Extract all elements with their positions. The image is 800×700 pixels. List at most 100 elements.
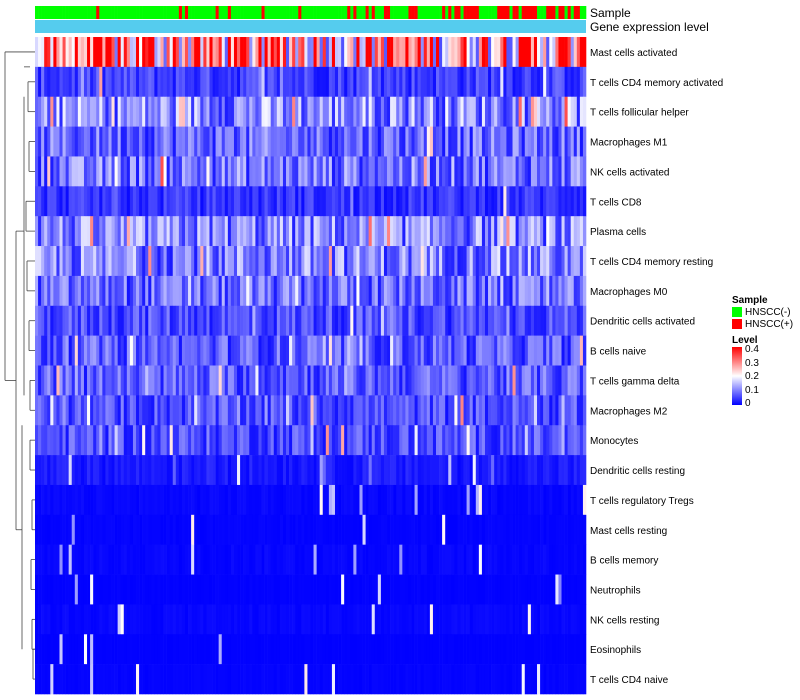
heatmap-cell xyxy=(506,335,510,366)
heatmap-cell xyxy=(527,484,532,516)
heatmap-cell xyxy=(200,455,204,486)
heatmap-cell xyxy=(218,186,223,217)
heatmap-cell xyxy=(537,484,541,516)
heatmap-cell xyxy=(377,455,382,486)
heatmap-cell xyxy=(68,514,73,545)
heatmap-cell xyxy=(148,484,152,516)
heatmap-cell xyxy=(267,305,272,336)
legend-item-hnscc-pos: HNSCC(+) xyxy=(732,318,793,330)
heatmap-cell xyxy=(573,365,578,396)
heatmap-cell xyxy=(163,126,167,157)
heatmap-cell xyxy=(218,604,223,635)
heatmap-cell xyxy=(377,96,382,127)
heatmap-cell xyxy=(175,37,180,68)
heatmap-cell xyxy=(175,246,180,277)
sample-annotation-cell xyxy=(457,6,461,19)
heatmap-cell xyxy=(451,275,455,307)
heatmap-cell xyxy=(310,96,314,127)
heatmap-cell xyxy=(252,484,256,516)
heatmap-cell xyxy=(261,425,265,456)
heatmap-cell xyxy=(267,664,272,695)
heatmap-cell xyxy=(56,96,60,127)
heatmap-cell xyxy=(261,37,265,68)
heatmap-cell xyxy=(310,37,314,68)
heatmap-cell xyxy=(304,305,308,336)
heatmap-cell xyxy=(136,604,140,635)
heatmap-cell xyxy=(139,455,143,486)
heatmap-cell xyxy=(472,96,477,127)
heatmap-cell xyxy=(319,126,324,157)
heatmap-cell xyxy=(463,634,467,665)
heatmap-cell xyxy=(279,425,284,456)
heatmap-cell xyxy=(500,37,504,68)
heatmap-cell xyxy=(481,664,486,695)
heatmap-cell xyxy=(469,66,474,98)
heatmap-cell xyxy=(273,96,278,127)
heatmap-cell xyxy=(319,455,324,486)
heatmap-cell xyxy=(377,186,382,217)
heatmap-cell xyxy=(87,514,91,545)
heatmap-cell xyxy=(399,425,403,456)
heatmap-cell xyxy=(114,365,118,396)
heatmap-cell xyxy=(350,395,354,426)
heatmap-cell xyxy=(356,574,360,605)
sample-annotation-cell xyxy=(108,6,112,19)
heatmap-cell xyxy=(129,425,134,456)
heatmap-cell xyxy=(396,425,400,456)
heatmap-cell xyxy=(295,126,299,157)
heatmap-cell xyxy=(362,455,366,486)
heatmap-cell xyxy=(564,425,568,456)
heatmap-cell xyxy=(175,514,180,545)
heatmap-cell xyxy=(166,604,170,635)
heatmap-cell xyxy=(132,126,137,157)
heatmap-cell xyxy=(579,634,584,665)
heatmap-cell xyxy=(136,574,140,605)
heatmap-cell xyxy=(515,604,519,635)
heatmap-cell xyxy=(408,246,412,277)
heatmap-cell xyxy=(136,455,140,486)
heatmap-cell xyxy=(402,365,406,396)
heatmap-cell xyxy=(227,66,232,98)
heatmap-cell xyxy=(292,604,296,635)
heatmap-cell xyxy=(387,634,391,665)
heatmap-cell xyxy=(436,455,440,486)
heatmap-cell xyxy=(399,455,403,486)
heatmap-cell xyxy=(491,305,495,336)
heatmap-cell xyxy=(341,455,345,486)
heatmap-cell xyxy=(497,664,501,695)
heatmap-cell xyxy=(279,634,284,665)
heatmap-cell xyxy=(62,246,66,277)
heatmap-cell xyxy=(506,604,510,635)
heatmap-cell xyxy=(41,664,45,695)
heatmap-cell xyxy=(310,246,314,277)
heatmap-cell xyxy=(527,37,532,68)
heatmap-cell xyxy=(488,96,492,127)
heatmap-cell xyxy=(338,156,342,187)
heatmap-cell xyxy=(322,514,327,545)
heatmap-cell xyxy=(481,126,486,157)
legend-item-hnscc-neg: HNSCC(-) xyxy=(732,306,793,318)
sample-annotation-cell xyxy=(160,6,164,19)
heatmap-cell xyxy=(304,186,308,217)
heatmap-cell xyxy=(142,37,146,68)
heatmap-cell xyxy=(500,514,504,545)
heatmap-cell xyxy=(145,96,149,127)
heatmap-cell xyxy=(175,634,180,665)
heatmap-cell xyxy=(41,216,45,247)
heatmap-cell xyxy=(423,305,428,336)
heatmap-cell xyxy=(240,484,244,516)
heatmap-cell xyxy=(191,275,195,307)
heatmap-cell xyxy=(93,305,97,336)
heatmap-cell xyxy=(414,335,418,366)
heatmap-cell xyxy=(77,604,82,635)
heatmap-cell xyxy=(555,305,559,336)
heatmap-cell xyxy=(230,37,235,68)
heatmap-cell xyxy=(524,126,529,157)
sample-annotation-cell xyxy=(172,6,177,19)
heatmap-cell xyxy=(374,96,379,127)
heatmap-cell xyxy=(313,305,317,336)
heatmap-cell xyxy=(145,126,149,157)
heatmap-cell xyxy=(475,156,480,187)
heatmap-cell xyxy=(316,305,320,336)
heatmap-cell xyxy=(68,664,73,695)
